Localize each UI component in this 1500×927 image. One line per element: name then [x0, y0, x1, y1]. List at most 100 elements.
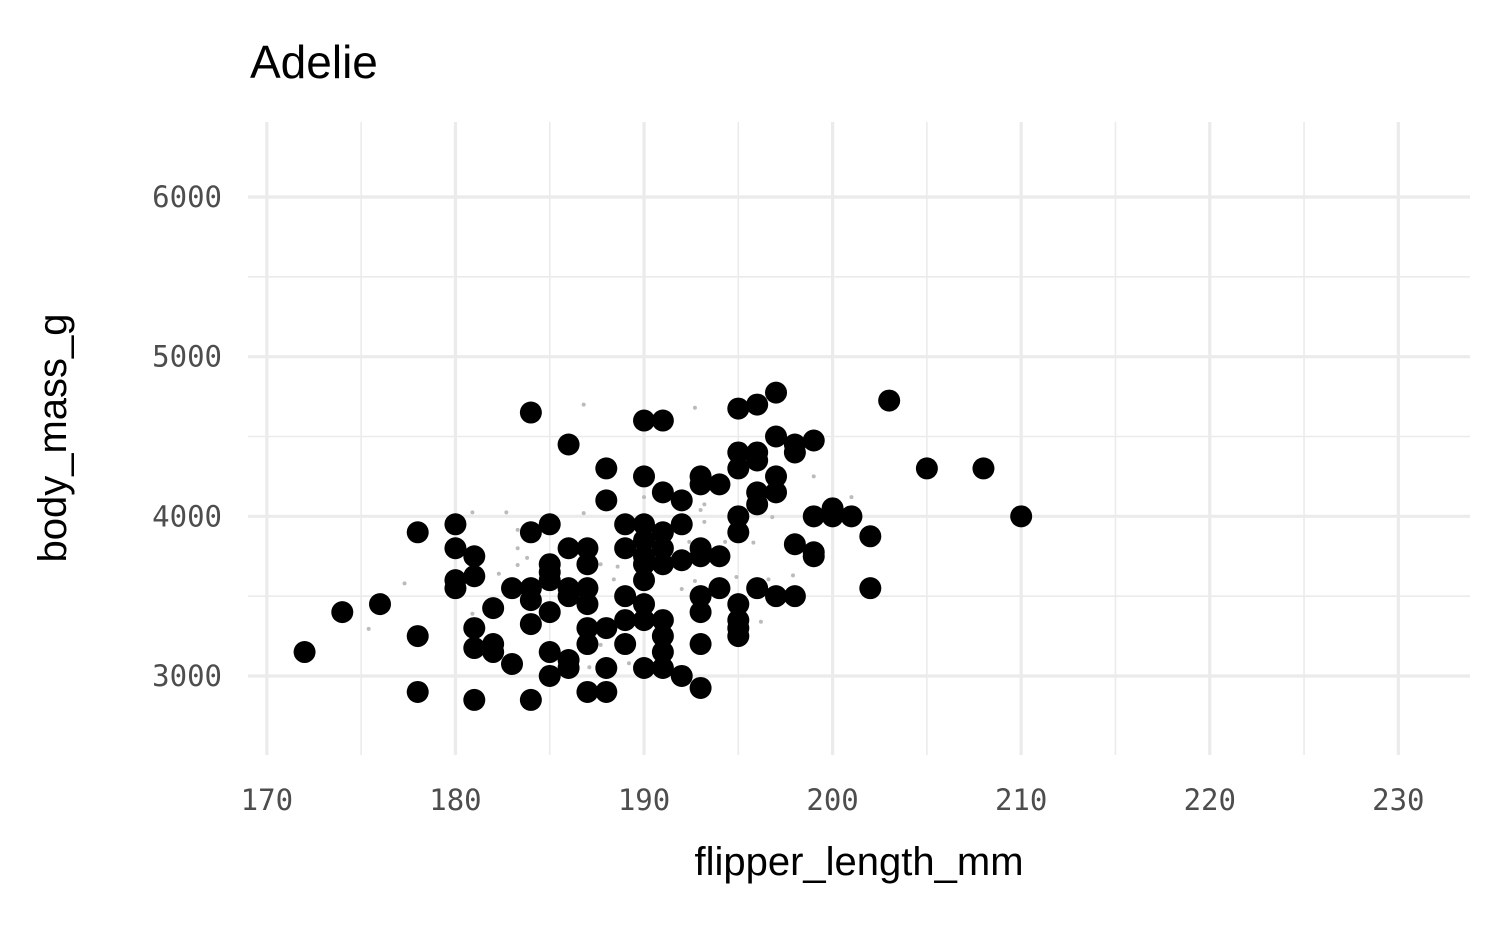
data-point [444, 513, 467, 536]
data-point [802, 505, 825, 528]
data-point [595, 656, 618, 679]
data-point [651, 625, 674, 648]
data-point [689, 601, 712, 624]
data-point [708, 577, 731, 600]
data-point [293, 641, 316, 664]
data-point [651, 609, 674, 632]
data-point [765, 381, 788, 404]
data-point [727, 521, 750, 544]
y-tick-label: 5000 [152, 340, 222, 374]
data-point [651, 656, 674, 679]
data-point [708, 473, 731, 496]
y-tick-label: 3000 [152, 659, 222, 693]
data-point [538, 569, 561, 592]
background-point [581, 511, 586, 516]
data-point [727, 625, 750, 648]
background-point [598, 562, 603, 567]
data-point [915, 457, 938, 480]
y-tick-label: 6000 [152, 180, 222, 214]
x-tick-label: 210 [995, 783, 1047, 817]
data-point [463, 637, 486, 660]
background-point [598, 642, 603, 647]
data-point [670, 513, 693, 536]
data-point [576, 593, 599, 616]
data-point [859, 525, 882, 548]
background-point [758, 619, 763, 624]
x-tick-label: 170 [241, 783, 293, 817]
grid [248, 122, 1470, 755]
data-point [406, 680, 429, 703]
data-point [576, 553, 599, 576]
data-points [293, 381, 1033, 711]
data-point [444, 577, 467, 600]
background-point [751, 540, 756, 545]
data-point [595, 680, 618, 703]
data-point [576, 577, 599, 600]
data-point [840, 505, 863, 528]
data-point [670, 664, 693, 687]
data-point [689, 585, 712, 608]
data-point [614, 609, 637, 632]
background-point [504, 510, 509, 515]
data-point [538, 513, 561, 536]
data-point [727, 457, 750, 480]
data-point [519, 521, 542, 544]
y-tick-label: 4000 [152, 499, 222, 533]
data-point [765, 585, 788, 608]
background-point [402, 581, 407, 586]
background-point [692, 578, 697, 583]
background-point [642, 495, 647, 500]
data-point [557, 433, 580, 456]
data-point [689, 545, 712, 568]
background-point [515, 546, 520, 551]
background-point [626, 661, 631, 666]
data-point [519, 401, 542, 424]
data-point [482, 641, 505, 664]
data-point [972, 457, 995, 480]
data-point [463, 617, 486, 640]
background-point [587, 665, 592, 670]
data-point [765, 481, 788, 504]
data-point [557, 656, 580, 679]
data-point [595, 457, 618, 480]
data-point [576, 617, 599, 640]
background-points [366, 402, 854, 670]
x-axis-title: flipper_length_mm [694, 840, 1023, 884]
background-point [525, 555, 530, 560]
data-point [727, 441, 750, 464]
background-point [366, 626, 371, 631]
x-tick-label: 190 [618, 783, 670, 817]
background-point [611, 577, 616, 582]
data-point [633, 593, 656, 616]
data-point [576, 680, 599, 703]
background-point [702, 502, 707, 507]
background-point [811, 474, 816, 479]
x-tick-label: 230 [1372, 783, 1424, 817]
background-point [770, 515, 775, 520]
data-point [633, 465, 656, 488]
data-point [519, 688, 542, 711]
data-point [595, 617, 618, 640]
data-point [501, 577, 524, 600]
data-point [633, 513, 656, 536]
y-tick-labels: 3000 4000 5000 6000 [152, 180, 222, 693]
data-point [651, 481, 674, 504]
background-point [702, 519, 707, 524]
data-point [406, 625, 429, 648]
background-point [734, 574, 739, 579]
data-point [689, 676, 712, 699]
data-point [463, 688, 486, 711]
data-point [651, 553, 674, 576]
data-point [633, 609, 656, 632]
data-point [633, 409, 656, 432]
data-point [802, 545, 825, 568]
data-point [538, 601, 561, 624]
background-point [679, 586, 684, 591]
data-point [463, 545, 486, 568]
data-point [633, 569, 656, 592]
data-point [331, 601, 354, 624]
data-point [689, 633, 712, 656]
data-point [633, 656, 656, 679]
background-point [849, 495, 854, 500]
